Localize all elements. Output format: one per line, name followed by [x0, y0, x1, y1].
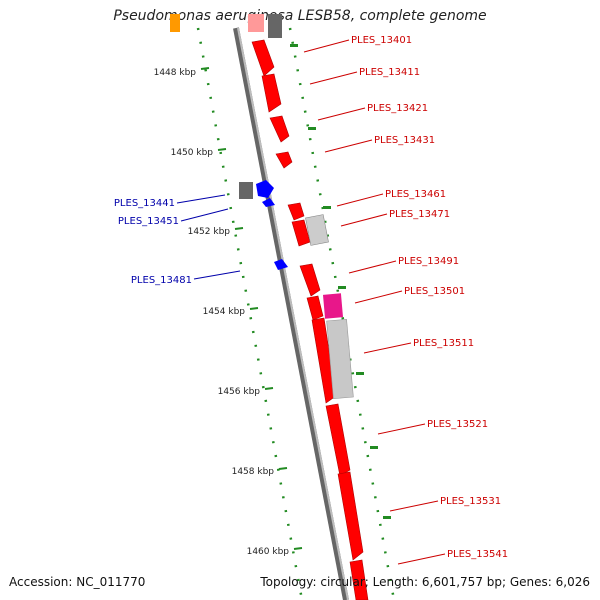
- gene-label[interactable]: PLES_13451: [118, 216, 179, 227]
- tick-label: 1454 kbp: [203, 307, 246, 317]
- gene-feature-red[interactable]: [287, 202, 305, 221]
- tick-label: 1456 kbp: [218, 387, 261, 397]
- gene-feature-rna[interactable]: [322, 293, 344, 319]
- gene-label-group[interactable]: PLES_13451: [118, 208, 229, 227]
- tick-label: 1458 kbp: [232, 467, 275, 477]
- gene-feature-red[interactable]: [325, 403, 351, 477]
- scale-tick: 1460 kbp: [247, 547, 303, 557]
- scale-tick: 1458 kbp: [232, 467, 288, 477]
- gene-feature-blue[interactable]: [256, 180, 274, 198]
- tick-label: 1450 kbp: [171, 148, 214, 158]
- gene-label-group[interactable]: PLES_13491: [348, 256, 459, 274]
- gene-label-group[interactable]: PLES_13501: [354, 286, 465, 304]
- gene-label-group[interactable]: PLES_13531: [389, 496, 501, 512]
- gene-feature-gray[interactable]: [239, 182, 253, 199]
- gene-label-group[interactable]: PLES_13401: [303, 35, 412, 53]
- gene-label-group[interactable]: PLES_13521: [377, 419, 488, 435]
- gene-label[interactable]: PLES_13481: [131, 275, 192, 286]
- gene-label[interactable]: PLES_13471: [389, 209, 450, 220]
- gene-label[interactable]: PLES_13491: [398, 256, 459, 267]
- gene-label[interactable]: PLES_13401: [351, 35, 412, 46]
- gene-feature-red[interactable]: [337, 471, 364, 561]
- gene-label[interactable]: PLES_13431: [374, 135, 435, 146]
- gene-label[interactable]: PLES_13541: [447, 549, 508, 560]
- genome-backbone-highlight: [237, 27, 349, 600]
- scale-tick: 1456 kbp: [218, 387, 274, 397]
- gene-label[interactable]: PLES_13441: [114, 198, 175, 209]
- gene-label-group[interactable]: PLES_13441: [114, 194, 226, 209]
- tick-label: 1460 kbp: [247, 547, 290, 557]
- gene-feature-red[interactable]: [299, 263, 321, 297]
- accession-text: Accession: NC_011770: [9, 575, 146, 589]
- gene-feature-pink[interactable]: [248, 14, 264, 32]
- scale-tick: 1454 kbp: [203, 307, 259, 317]
- gene-label[interactable]: PLES_13501: [404, 286, 465, 297]
- gene-label[interactable]: PLES_13511: [413, 338, 474, 349]
- gene-feature-gray[interactable]: [305, 214, 329, 246]
- scale-tick: 1448 kbp: [154, 67, 210, 78]
- gene-label[interactable]: PLES_13411: [359, 67, 420, 78]
- gene-label-group[interactable]: PLES_13541: [397, 549, 508, 565]
- gene-label-group[interactable]: PLES_13471: [340, 209, 450, 227]
- genome-stats-text: Topology: circular; Length: 6,601,757 bp…: [260, 575, 590, 589]
- genome-backbone: [233, 27, 349, 600]
- tick-label: 1452 kbp: [188, 227, 231, 237]
- gene-label-group[interactable]: PLES_13421: [317, 103, 428, 121]
- gene-label[interactable]: PLES_13421: [367, 103, 428, 114]
- gene-feature-red[interactable]: [261, 73, 282, 113]
- genome-title: Pseudomonas aeruginosa LESB58, complete …: [113, 8, 487, 24]
- gene-feature-red[interactable]: [275, 151, 293, 169]
- scale-tick: 1452 kbp: [188, 227, 244, 237]
- gene-label-group[interactable]: PLES_13461: [336, 189, 446, 207]
- gene-label-group[interactable]: PLES_13431: [324, 135, 435, 153]
- gene-feature-orange[interactable]: [170, 14, 180, 32]
- scale-tick: 1450 kbp: [171, 148, 227, 158]
- tick-label: 1448 kbp: [154, 68, 197, 78]
- right-track-ticks: [290, 44, 391, 519]
- gene-label[interactable]: PLES_13531: [440, 496, 501, 507]
- gene-label[interactable]: PLES_13461: [385, 189, 446, 200]
- gene-feature-red[interactable]: [269, 115, 290, 143]
- gene-feature-blue[interactable]: [274, 259, 288, 270]
- gene-feature-gray[interactable]: [268, 14, 282, 38]
- gene-feature-red[interactable]: [306, 295, 324, 321]
- gene-feature-red[interactable]: [251, 39, 275, 77]
- gene-label-group[interactable]: PLES_13411: [309, 67, 420, 85]
- gene-feature-red[interactable]: [349, 559, 369, 600]
- gene-label-group[interactable]: PLES_13511: [363, 338, 474, 354]
- gene-feature-blue[interactable]: [262, 198, 275, 207]
- gene-label-group[interactable]: PLES_13481: [131, 270, 241, 286]
- gene-feature-gray[interactable]: [326, 318, 354, 400]
- gene-label[interactable]: PLES_13521: [427, 419, 488, 430]
